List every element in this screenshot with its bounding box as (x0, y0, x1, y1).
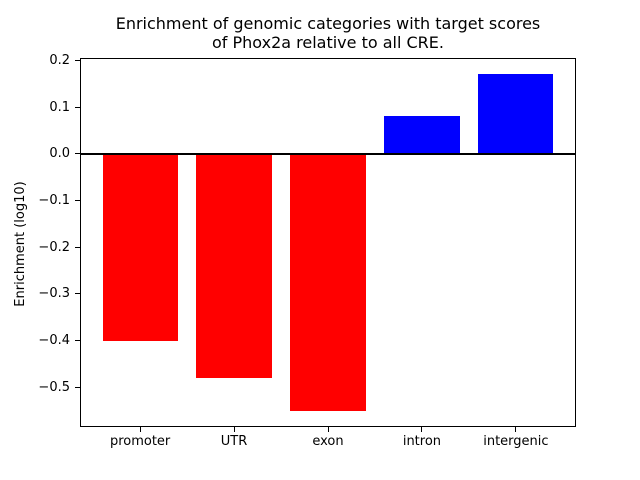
bar-intron (384, 116, 460, 154)
x-tick-mark (327, 427, 329, 432)
y-tick-mark (75, 340, 80, 342)
y-tick-label: −0.4 (38, 333, 70, 349)
chart-title-line2: of Phox2a relative to all CRE. (212, 33, 444, 52)
zero-line (80, 152, 576, 155)
bar-exon (290, 153, 366, 411)
bar-intergenic (478, 74, 554, 154)
x-tick-mark (515, 427, 517, 432)
bar-promoter (102, 153, 178, 341)
bar-UTR (196, 153, 272, 378)
y-tick-label: 0.0 (49, 146, 70, 162)
x-tick-mark (421, 427, 423, 432)
y-tick-label: 0.1 (49, 99, 70, 115)
y-tick-label: −0.1 (38, 192, 70, 208)
x-tick-label: exon (312, 434, 344, 449)
x-tick-label: UTR (220, 434, 248, 449)
y-tick-mark (75, 246, 80, 248)
x-tick-mark (139, 427, 141, 432)
y-tick-label: −0.3 (38, 286, 70, 302)
y-tick-label: 0.2 (49, 52, 70, 68)
y-tick-label: −0.5 (38, 379, 70, 395)
y-tick-mark (75, 199, 80, 201)
y-tick-mark (75, 106, 80, 108)
y-tick-mark (75, 386, 80, 388)
y-tick-mark (75, 59, 80, 61)
y-tick-mark (75, 293, 80, 295)
x-tick-label: intergenic (483, 434, 549, 449)
x-tick-mark (233, 427, 235, 432)
x-tick-label: promoter (109, 434, 171, 449)
y-tick-label: −0.2 (38, 239, 70, 255)
chart-title: Enrichment of genomic categories with ta… (80, 14, 576, 52)
chart-title-line1: Enrichment of genomic categories with ta… (115, 14, 541, 33)
x-tick-label: intron (402, 434, 442, 449)
y-tick-mark (75, 153, 80, 155)
